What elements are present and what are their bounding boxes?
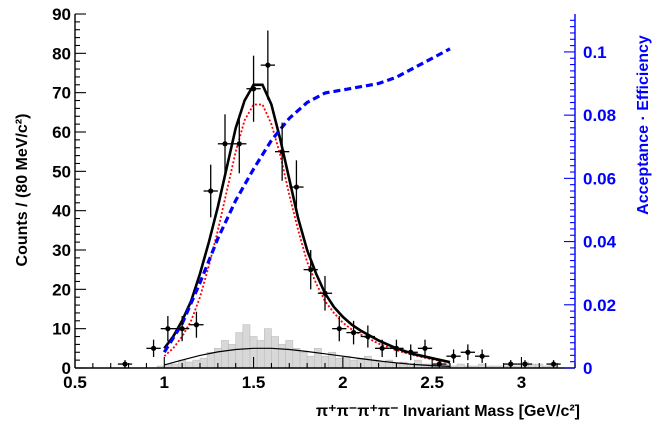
- background-histogram-bar: [363, 355, 372, 369]
- background-histogram-bar: [378, 361, 387, 369]
- x-axis-title: π⁺π⁻π⁺π⁻ Invariant Mass [GeV/c²]: [316, 403, 580, 420]
- y2-tick-label: 0.02: [583, 296, 616, 315]
- x-tick-label: 0.5: [63, 373, 87, 392]
- y-tick-label: 10: [52, 320, 71, 339]
- data-point: [350, 330, 357, 336]
- data-points: [117, 30, 561, 368]
- background-histogram-bar: [256, 340, 265, 369]
- data-point: [293, 184, 300, 190]
- y-tick-label: 90: [52, 5, 71, 24]
- y-tick-label: 30: [52, 241, 71, 260]
- data-point: [265, 62, 271, 68]
- background-histogram-bar: [199, 357, 208, 369]
- background-histogram-bar: [299, 351, 308, 369]
- data-point: [422, 345, 428, 351]
- background-histogram-bar: [185, 361, 194, 369]
- data-point: [193, 322, 200, 328]
- x-tick-label: 2.5: [420, 373, 444, 392]
- y2-axis-title: Acceptance · Efficiency: [635, 35, 652, 215]
- background-histogram-bar: [228, 344, 237, 369]
- x-tick-label: 3: [517, 373, 526, 392]
- data-point: [165, 326, 171, 332]
- y-tick-label: 0: [62, 359, 71, 378]
- y2-tick-label: 0: [583, 359, 592, 378]
- data-point: [379, 345, 385, 351]
- y2-tick-label: 0.1: [583, 43, 607, 62]
- data-point: [365, 333, 371, 340]
- data-point: [450, 353, 457, 359]
- x-tick-label: 2: [338, 373, 347, 392]
- data-point: [179, 326, 185, 332]
- background-histogram-bar: [349, 359, 358, 369]
- background-histogram-bar: [313, 348, 322, 369]
- background-fit-line: [164, 347, 451, 367]
- y2-tick-label: 0.06: [583, 169, 616, 188]
- data-point: [308, 267, 314, 273]
- data-point: [508, 361, 514, 367]
- y-tick-label: 80: [52, 44, 71, 63]
- background-histogram-bar: [292, 348, 301, 369]
- data-point: [408, 349, 414, 355]
- tick-labels: 0.5 1 1.5 2 2.5 3010203040506070809000.020.04…: [52, 5, 617, 392]
- acceptance-efficiency-line: [162, 47, 451, 354]
- y-tick-label: 60: [52, 123, 71, 142]
- data-point: [550, 361, 557, 367]
- data-point: [465, 349, 471, 355]
- background-histogram-bar: [342, 355, 351, 369]
- axes: [74, 13, 576, 369]
- data-point: [322, 290, 328, 296]
- background-histogram-bar: [206, 351, 215, 369]
- x-tick-label: 1.5: [242, 373, 266, 392]
- y-tick-label: 40: [52, 202, 71, 221]
- data-point: [522, 361, 528, 367]
- background-histogram-bar: [278, 344, 287, 369]
- data-point: [208, 188, 214, 194]
- data-point: [479, 353, 485, 359]
- background-histogram-bar: [192, 359, 201, 369]
- background-histogram-bar: [221, 340, 229, 369]
- data-point: [150, 345, 157, 351]
- data-point: [279, 149, 285, 155]
- data-point: [393, 345, 400, 351]
- x-tick-label: 1: [160, 373, 169, 392]
- y-tick-label: 20: [52, 280, 71, 299]
- data-point: [222, 141, 228, 147]
- y-tick-label: 70: [52, 84, 71, 103]
- y-tick-label: 50: [52, 162, 71, 181]
- background-histogram-bar: [271, 336, 279, 369]
- data-point: [436, 361, 442, 367]
- y2-tick-label: 0.04: [583, 233, 617, 252]
- data-point: [336, 326, 342, 332]
- data-point: [236, 141, 242, 147]
- y-axis-title: Counts / (80 MeV/c²): [14, 114, 31, 267]
- background-histogram-bar: [306, 355, 315, 369]
- y2-tick-label: 0.08: [583, 106, 616, 125]
- background-histogram-bar: [242, 324, 251, 369]
- background-histogram-bar: [335, 357, 344, 369]
- data-point: [250, 86, 257, 92]
- data-point: [122, 361, 128, 367]
- background-histogram-bar: [235, 332, 244, 369]
